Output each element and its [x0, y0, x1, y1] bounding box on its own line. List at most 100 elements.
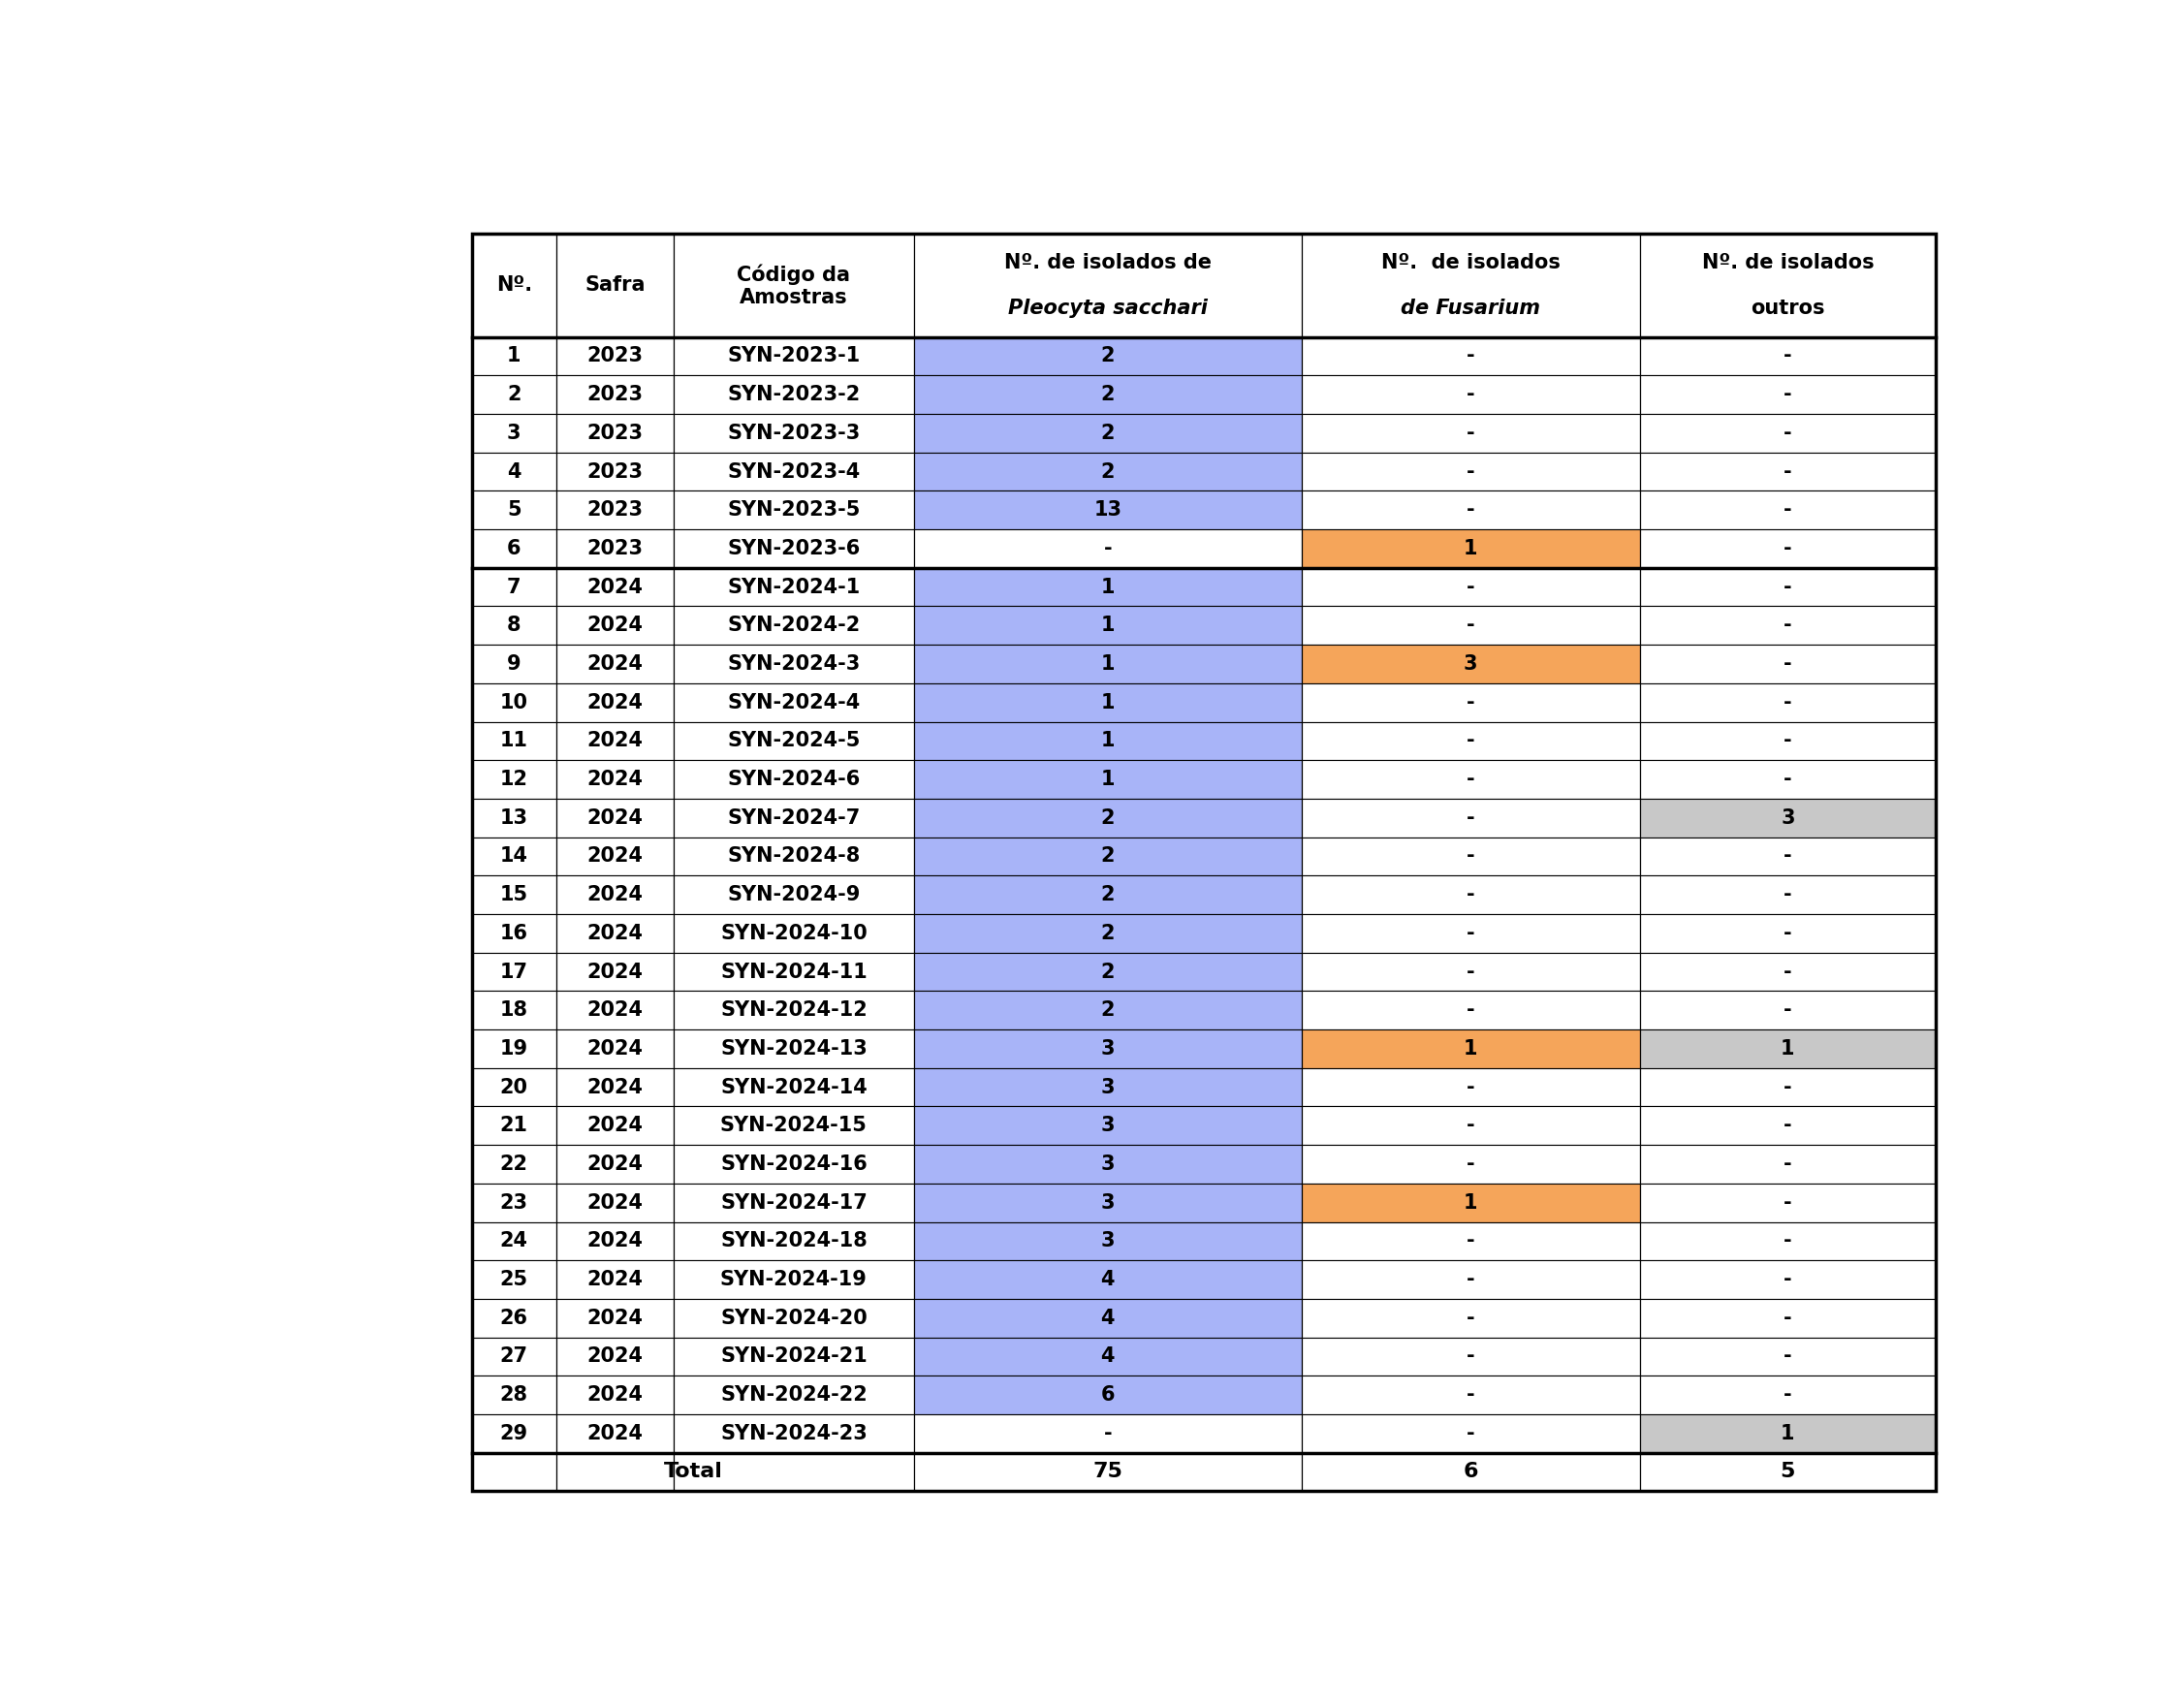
- Text: -: -: [1466, 424, 1475, 442]
- Bar: [1301, 914, 1639, 953]
- Bar: [673, 1107, 915, 1144]
- Bar: [915, 837, 1301, 876]
- Text: 2024: 2024: [586, 617, 643, 635]
- Bar: [915, 453, 1301, 490]
- Bar: [471, 529, 556, 567]
- Text: -: -: [1466, 1385, 1475, 1404]
- Bar: [556, 646, 673, 683]
- Bar: [1301, 1337, 1639, 1375]
- Bar: [1639, 234, 1935, 336]
- Bar: [1639, 567, 1935, 606]
- Bar: [1301, 760, 1639, 799]
- Text: 2024: 2024: [586, 1308, 643, 1327]
- Bar: [1301, 1261, 1639, 1298]
- Text: 5: 5: [508, 500, 521, 519]
- Bar: [1301, 722, 1639, 760]
- Bar: [556, 1337, 673, 1375]
- Text: 1: 1: [1780, 1038, 1795, 1059]
- Text: -: -: [1466, 924, 1475, 943]
- Bar: [673, 991, 915, 1030]
- Text: 6: 6: [1100, 1385, 1116, 1404]
- Bar: [915, 799, 1301, 837]
- Bar: [1639, 1414, 1935, 1454]
- Text: -: -: [1466, 500, 1475, 519]
- Bar: [1301, 1375, 1639, 1414]
- Bar: [673, 376, 915, 413]
- Text: -: -: [1466, 731, 1475, 750]
- Text: SYN-2024-22: SYN-2024-22: [721, 1385, 867, 1404]
- Bar: [673, 567, 915, 606]
- Text: 29: 29: [499, 1424, 527, 1443]
- Text: SYN-2024-8: SYN-2024-8: [728, 847, 861, 866]
- Text: -: -: [1785, 962, 1791, 982]
- Bar: [915, 1298, 1301, 1337]
- Text: Código da
Amostras: Código da Amostras: [737, 263, 850, 307]
- Text: 2024: 2024: [586, 654, 643, 673]
- Bar: [471, 1221, 556, 1261]
- Bar: [673, 234, 915, 336]
- Text: -: -: [1785, 770, 1791, 789]
- Text: SYN-2024-3: SYN-2024-3: [728, 654, 861, 673]
- Text: Nº. de isolados de: Nº. de isolados de: [1005, 253, 1212, 273]
- Text: 1: 1: [508, 347, 521, 366]
- Bar: [471, 760, 556, 799]
- Text: SYN-2024-12: SYN-2024-12: [721, 1001, 867, 1020]
- Bar: [471, 1107, 556, 1144]
- Text: SYN-2023-3: SYN-2023-3: [728, 424, 861, 442]
- Bar: [915, 683, 1301, 722]
- Text: 21: 21: [499, 1115, 527, 1136]
- Text: -: -: [1785, 461, 1791, 482]
- Text: 2: 2: [1100, 1001, 1116, 1020]
- Text: 2024: 2024: [586, 731, 643, 750]
- Text: -: -: [1785, 1269, 1791, 1290]
- Text: 2024: 2024: [586, 962, 643, 982]
- Text: 3: 3: [1100, 1115, 1116, 1136]
- Text: 26: 26: [499, 1308, 527, 1327]
- Text: 2024: 2024: [586, 577, 643, 596]
- Text: -: -: [1466, 1308, 1475, 1327]
- Bar: [556, 234, 673, 336]
- Text: 3: 3: [1100, 1038, 1116, 1059]
- Bar: [556, 722, 673, 760]
- Text: 23: 23: [499, 1192, 527, 1213]
- Text: 13: 13: [1094, 500, 1122, 519]
- Bar: [1639, 722, 1935, 760]
- Bar: [471, 234, 1935, 1491]
- Text: Nº.: Nº.: [497, 275, 532, 295]
- Text: 2: 2: [1100, 424, 1116, 442]
- Text: SYN-2024-2: SYN-2024-2: [728, 617, 861, 635]
- Bar: [1301, 1454, 1639, 1491]
- Text: 9: 9: [508, 654, 521, 673]
- Bar: [556, 490, 673, 529]
- Bar: [673, 683, 915, 722]
- Text: 3: 3: [1464, 654, 1477, 673]
- Bar: [673, 1298, 915, 1337]
- Text: -: -: [1466, 847, 1475, 866]
- Text: 20: 20: [499, 1078, 527, 1097]
- Bar: [1301, 336, 1639, 376]
- Bar: [556, 760, 673, 799]
- Text: -: -: [1785, 500, 1791, 519]
- Bar: [471, 567, 556, 606]
- Text: -: -: [1785, 1231, 1791, 1250]
- Bar: [915, 529, 1301, 567]
- Bar: [1301, 876, 1639, 914]
- Text: 1: 1: [1100, 731, 1116, 750]
- Bar: [1301, 1107, 1639, 1144]
- Text: -: -: [1785, 384, 1791, 405]
- Bar: [471, 991, 556, 1030]
- Bar: [471, 1298, 556, 1337]
- Bar: [1639, 413, 1935, 453]
- Bar: [1639, 1144, 1935, 1184]
- Text: -: -: [1466, 770, 1475, 789]
- Text: 22: 22: [499, 1155, 527, 1173]
- Bar: [1639, 991, 1935, 1030]
- Text: 2023: 2023: [586, 384, 643, 405]
- Text: -: -: [1466, 347, 1475, 366]
- Bar: [556, 1261, 673, 1298]
- Text: SYN-2024-16: SYN-2024-16: [721, 1155, 867, 1173]
- Bar: [915, 876, 1301, 914]
- Bar: [673, 453, 915, 490]
- Bar: [1301, 799, 1639, 837]
- Bar: [673, 876, 915, 914]
